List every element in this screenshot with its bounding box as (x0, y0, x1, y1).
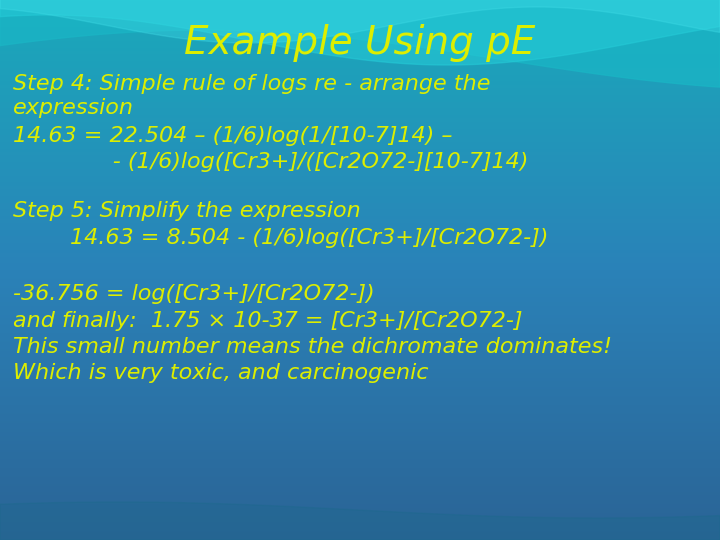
Text: Step 5: Simplify the expression: Step 5: Simplify the expression (13, 200, 361, 221)
Text: Step 4: Simple rule of logs re - arrange the: Step 4: Simple rule of logs re - arrange… (13, 73, 490, 94)
Text: 14.63 = 8.504 - (1/6)log([Cr3+]/[Cr2O72-]): 14.63 = 8.504 - (1/6)log([Cr3+]/[Cr2O72-… (13, 227, 549, 248)
Text: Which is very toxic, and carcinogenic: Which is very toxic, and carcinogenic (13, 362, 428, 383)
Text: - (1/6)log([Cr3+]/([Cr2O72-][10-7]14): - (1/6)log([Cr3+]/([Cr2O72-][10-7]14) (13, 152, 528, 172)
Text: 14.63 = 22.504 – (1/6)log(1/[10-7]14) –: 14.63 = 22.504 – (1/6)log(1/[10-7]14) – (13, 126, 452, 146)
Text: -36.756 = log([Cr3+]/[Cr2O72-]): -36.756 = log([Cr3+]/[Cr2O72-]) (13, 284, 374, 305)
Text: Example Using pE: Example Using pE (184, 24, 536, 62)
Text: and finally:  1.75 × 10-37 = [Cr3+]/[Cr2O72-]: and finally: 1.75 × 10-37 = [Cr3+]/[Cr2O… (13, 311, 523, 332)
Text: expression: expression (13, 98, 134, 118)
Text: This small number means the dichromate dominates!: This small number means the dichromate d… (13, 336, 612, 357)
